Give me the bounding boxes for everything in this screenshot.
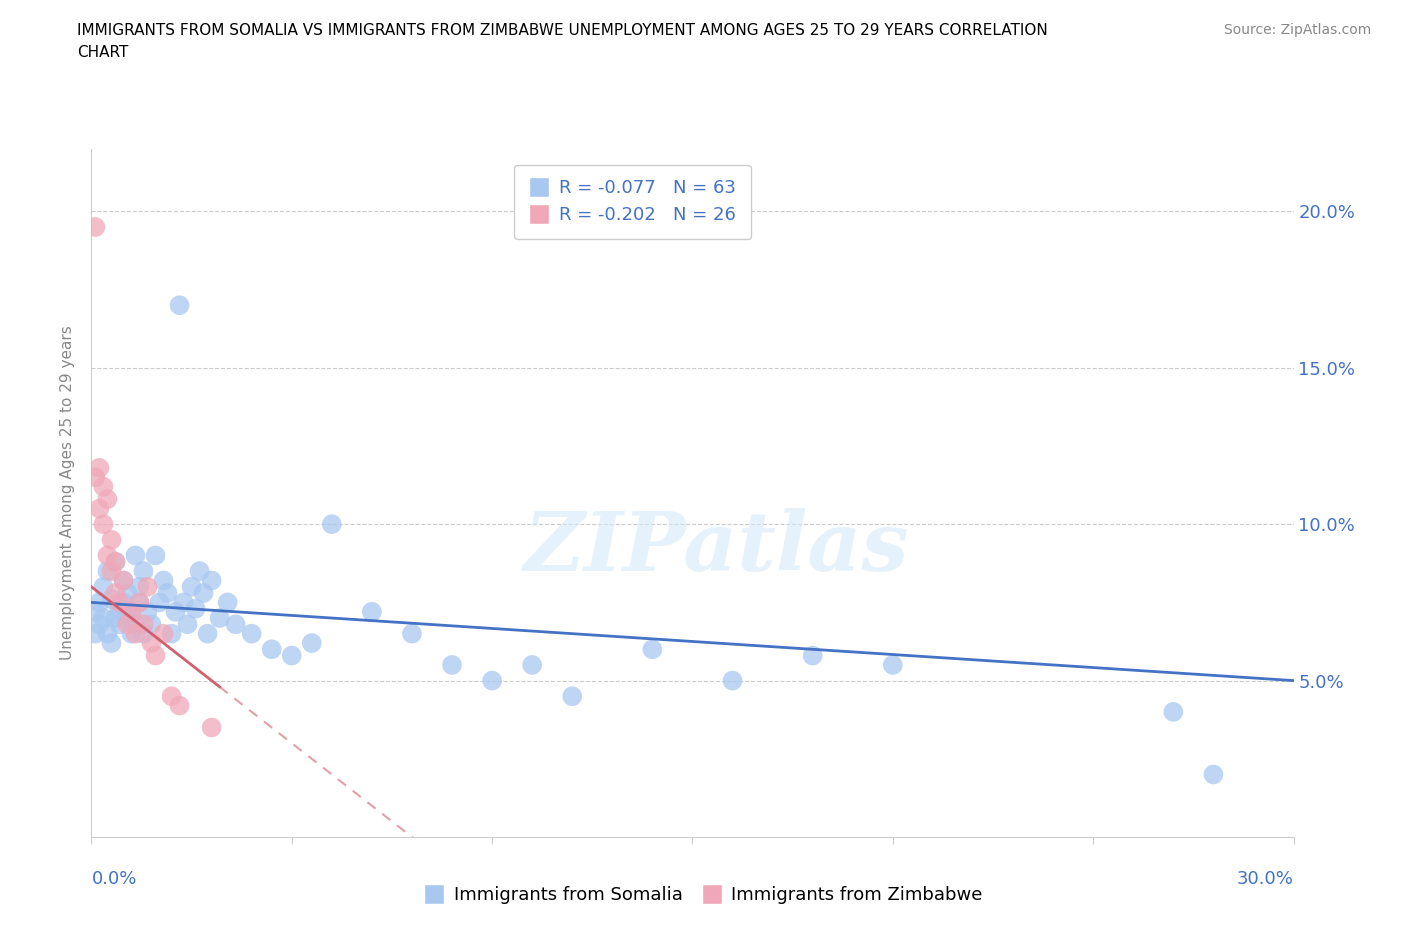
Point <box>93 479 115 494</box>
Point <box>117 617 139 631</box>
Point <box>124 626 146 641</box>
Point <box>240 626 263 641</box>
Point <box>117 586 139 601</box>
Text: ZIPatlas: ZIPatlas <box>524 508 910 588</box>
Point <box>165 604 187 619</box>
Point <box>121 604 143 619</box>
Point <box>100 532 122 547</box>
Point <box>136 604 159 619</box>
Point <box>96 492 118 507</box>
Point <box>93 611 115 626</box>
Point <box>89 595 111 610</box>
Point <box>104 611 127 626</box>
Point <box>108 601 131 616</box>
Point <box>721 673 744 688</box>
Point <box>360 604 382 619</box>
Point <box>112 573 135 588</box>
Point <box>128 595 150 610</box>
Point <box>641 642 664 657</box>
Y-axis label: Unemployment Among Ages 25 to 29 years: Unemployment Among Ages 25 to 29 years <box>60 326 76 660</box>
Point <box>217 595 239 610</box>
Point <box>141 617 163 631</box>
Point <box>145 648 167 663</box>
Point <box>108 595 131 610</box>
Point <box>89 617 111 631</box>
Point <box>100 564 122 578</box>
Point <box>117 611 139 626</box>
Point <box>112 595 135 610</box>
Point <box>176 617 198 631</box>
Point <box>132 564 155 578</box>
Point <box>260 642 283 657</box>
Point <box>184 601 207 616</box>
Point <box>882 658 904 672</box>
Point <box>169 698 191 713</box>
Point <box>112 573 135 588</box>
Point <box>197 626 219 641</box>
Point <box>84 626 107 641</box>
Text: 30.0%: 30.0% <box>1237 870 1294 888</box>
Point <box>93 517 115 532</box>
Legend: R = -0.077   N = 63, R = -0.202   N = 26: R = -0.077 N = 63, R = -0.202 N = 26 <box>515 165 751 239</box>
Point <box>89 501 111 516</box>
Point <box>84 219 107 234</box>
Point <box>801 648 824 663</box>
Text: IMMIGRANTS FROM SOMALIA VS IMMIGRANTS FROM ZIMBABWE UNEMPLOYMENT AMONG AGES 25 T: IMMIGRANTS FROM SOMALIA VS IMMIGRANTS FR… <box>77 23 1047 38</box>
Point <box>160 689 183 704</box>
Point <box>93 579 115 594</box>
Text: CHART: CHART <box>77 45 129 60</box>
Point <box>281 648 304 663</box>
Point <box>104 554 127 569</box>
Point <box>481 673 503 688</box>
Point <box>141 635 163 650</box>
Point <box>193 586 215 601</box>
Point <box>200 720 222 735</box>
Point <box>152 626 174 641</box>
Point <box>84 604 107 619</box>
Point <box>108 617 131 631</box>
Point <box>301 635 323 650</box>
Point <box>100 635 122 650</box>
Point <box>132 617 155 631</box>
Point <box>100 591 122 606</box>
Point <box>208 611 231 626</box>
Point <box>89 460 111 475</box>
Point <box>132 626 155 641</box>
Point <box>152 573 174 588</box>
Point <box>104 554 127 569</box>
Point <box>200 573 222 588</box>
Point <box>136 579 159 594</box>
Point <box>124 548 146 563</box>
Point <box>440 658 463 672</box>
Point <box>173 595 195 610</box>
Point <box>121 626 143 641</box>
Point <box>561 689 583 704</box>
Point <box>148 595 170 610</box>
Point <box>321 517 343 532</box>
Point <box>96 548 118 563</box>
Point <box>188 564 211 578</box>
Point <box>169 298 191 312</box>
Text: 0.0%: 0.0% <box>91 870 136 888</box>
Legend: Immigrants from Somalia, Immigrants from Zimbabwe: Immigrants from Somalia, Immigrants from… <box>416 879 990 911</box>
Point <box>225 617 247 631</box>
Point <box>96 564 118 578</box>
Point <box>128 579 150 594</box>
Point <box>401 626 423 641</box>
Point <box>96 626 118 641</box>
Point <box>145 548 167 563</box>
Point <box>104 586 127 601</box>
Point <box>156 586 179 601</box>
Point <box>160 626 183 641</box>
Point <box>128 595 150 610</box>
Point <box>520 658 543 672</box>
Point <box>84 470 107 485</box>
Text: Source: ZipAtlas.com: Source: ZipAtlas.com <box>1223 23 1371 37</box>
Point <box>1202 767 1225 782</box>
Point <box>121 604 143 619</box>
Point <box>1161 704 1184 719</box>
Point <box>180 579 202 594</box>
Point <box>124 617 146 631</box>
